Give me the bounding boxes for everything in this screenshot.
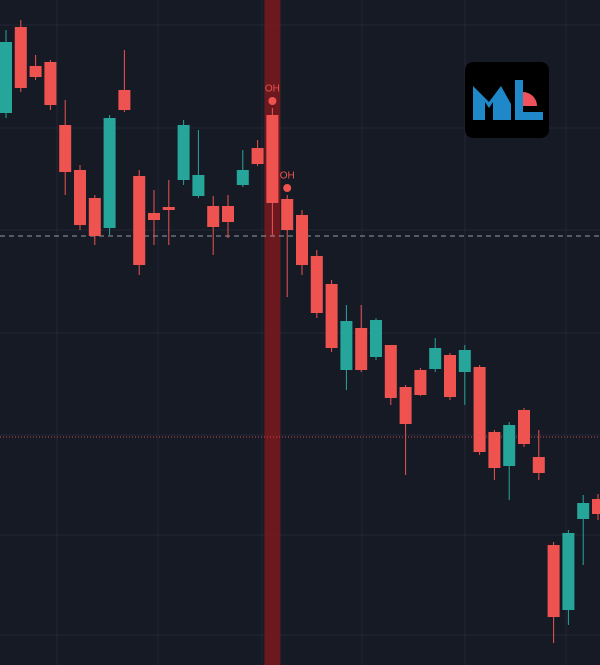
candle-body xyxy=(74,170,86,225)
candle-body xyxy=(266,115,279,203)
candle-body xyxy=(547,545,560,617)
candle-body xyxy=(222,206,234,222)
candle-body xyxy=(325,284,338,348)
candle-body xyxy=(399,387,412,424)
annotation-label: OH xyxy=(280,171,295,182)
candle-body xyxy=(118,90,131,110)
candle-body xyxy=(473,367,486,452)
candle-body xyxy=(296,215,308,265)
annotation-dot xyxy=(268,97,277,105)
candle-body xyxy=(488,432,501,468)
candle-body xyxy=(355,328,368,370)
candle-body xyxy=(207,206,220,227)
candle-body xyxy=(192,175,205,196)
candle-body xyxy=(59,125,72,172)
candle-body xyxy=(429,348,442,369)
candle-body xyxy=(384,345,397,398)
candle-body xyxy=(562,533,575,610)
candle-body xyxy=(251,148,264,164)
candle-body xyxy=(340,321,353,370)
logo-m xyxy=(473,86,501,120)
candle-body xyxy=(310,256,323,313)
candle-body xyxy=(0,42,12,113)
logo-l xyxy=(515,80,543,120)
logo xyxy=(465,62,549,138)
candle-body xyxy=(532,457,545,473)
annotation-label: OH xyxy=(265,84,280,95)
candle-body xyxy=(103,118,116,228)
candle-body xyxy=(592,499,600,514)
candle-body xyxy=(88,198,101,236)
logo-m2 xyxy=(501,86,511,120)
candle-body xyxy=(503,425,516,466)
logo-accent xyxy=(523,92,537,106)
candle-body xyxy=(148,213,160,220)
annotation-dot xyxy=(283,184,292,192)
candle-body xyxy=(177,125,190,180)
candle-body xyxy=(370,320,382,357)
candle-body xyxy=(133,176,146,265)
candle-body xyxy=(14,27,27,88)
candle-body xyxy=(577,503,590,519)
candle-body xyxy=(44,62,57,105)
candle-body xyxy=(29,66,42,77)
candle-body xyxy=(236,170,249,185)
candle-body xyxy=(414,370,427,395)
candle-body xyxy=(518,410,530,444)
candle-body xyxy=(444,355,456,397)
candle-body xyxy=(162,207,175,210)
candle-body xyxy=(458,350,471,372)
candle-body xyxy=(281,199,294,230)
